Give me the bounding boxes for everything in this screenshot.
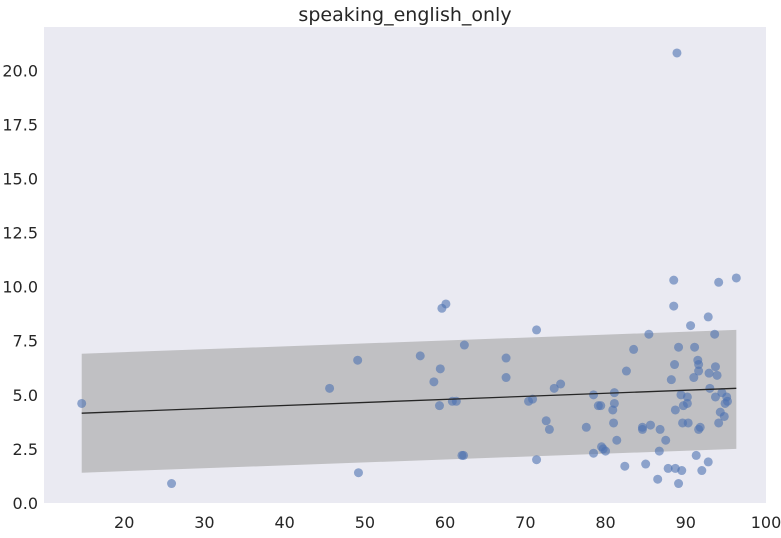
data-point [703, 457, 713, 467]
data-point [705, 383, 715, 393]
x-tick-label: 60 [435, 513, 455, 532]
data-point [704, 368, 714, 378]
data-point [325, 383, 335, 393]
data-point [703, 312, 713, 322]
data-point [683, 418, 693, 428]
x-tick-label: 30 [194, 513, 214, 532]
x-tick-label: 70 [515, 513, 535, 532]
data-point [663, 463, 673, 473]
data-point [710, 362, 720, 372]
data-point [710, 329, 720, 339]
data-point [532, 455, 542, 465]
data-point [629, 344, 639, 354]
data-point [459, 450, 469, 460]
data-point [722, 396, 732, 406]
data-point [641, 459, 651, 469]
data-point [653, 474, 663, 484]
chart-title: speaking_english_only [298, 4, 511, 26]
data-point [528, 394, 538, 404]
data-point [686, 321, 696, 331]
data-point [581, 422, 591, 432]
data-point [451, 396, 461, 406]
y-tick-label: 10.0 [2, 278, 38, 297]
x-tick-label: 90 [676, 513, 696, 532]
data-point [77, 398, 87, 408]
data-point [731, 273, 741, 283]
data-point [682, 398, 692, 408]
data-point [637, 422, 647, 432]
data-point [532, 325, 542, 335]
regression-line [81, 387, 737, 414]
data-point [620, 461, 630, 471]
data-point [670, 405, 680, 415]
data-point [549, 383, 559, 393]
data-point [666, 375, 676, 385]
data-point [669, 301, 679, 311]
y-tick-label: 15.0 [2, 169, 38, 188]
data-point [714, 277, 724, 287]
x-tick-label: 50 [355, 513, 375, 532]
data-point [669, 275, 679, 285]
data-point [695, 422, 705, 432]
data-point [501, 353, 511, 363]
data-point [677, 466, 687, 476]
data-point [434, 401, 444, 411]
y-tick-label: 2.5 [13, 440, 38, 459]
data-point [353, 355, 363, 365]
x-tick-label: 100 [751, 513, 781, 532]
data-point [694, 360, 704, 370]
data-point [621, 366, 631, 376]
data-point [429, 377, 439, 387]
data-point [415, 351, 425, 361]
y-tick-label: 17.5 [2, 115, 38, 134]
data-point [654, 446, 664, 456]
data-point [645, 420, 655, 430]
y-tick-label: 7.5 [13, 332, 38, 351]
data-point [459, 340, 469, 350]
x-tick-label: 80 [595, 513, 615, 532]
data-point [556, 379, 566, 389]
y-tick-label: 0.0 [13, 494, 38, 513]
data-point [589, 390, 599, 400]
data-point [694, 366, 704, 376]
data-point [609, 418, 619, 428]
data-point [655, 424, 665, 434]
data-point [544, 424, 554, 434]
data-point [501, 373, 511, 383]
y-tick-label: 5.0 [13, 386, 38, 405]
data-point [714, 418, 724, 428]
y-tick-label: 20.0 [2, 61, 38, 80]
data-point [719, 411, 729, 421]
data-point [697, 466, 707, 476]
data-point [609, 398, 619, 408]
data-point [710, 392, 720, 402]
data-point [689, 373, 699, 383]
data-point [541, 416, 551, 426]
data-point [691, 450, 701, 460]
data-point [674, 479, 684, 489]
data-point [670, 360, 680, 370]
data-point [661, 435, 671, 445]
data-point [674, 342, 684, 352]
data-point [353, 468, 363, 478]
y-tick-label: 12.5 [2, 224, 38, 243]
data-point [601, 446, 611, 456]
data-point [435, 364, 445, 374]
data-point [589, 448, 599, 458]
data-point [682, 392, 692, 402]
data-point [441, 299, 451, 309]
x-tick-label: 20 [114, 513, 134, 532]
x-tick-label: 40 [274, 513, 294, 532]
data-point [167, 479, 177, 489]
data-point [672, 48, 682, 58]
data-point [712, 370, 722, 380]
data-point [596, 401, 606, 411]
data-point [690, 342, 700, 352]
data-point [612, 435, 622, 445]
data-point [644, 329, 654, 339]
